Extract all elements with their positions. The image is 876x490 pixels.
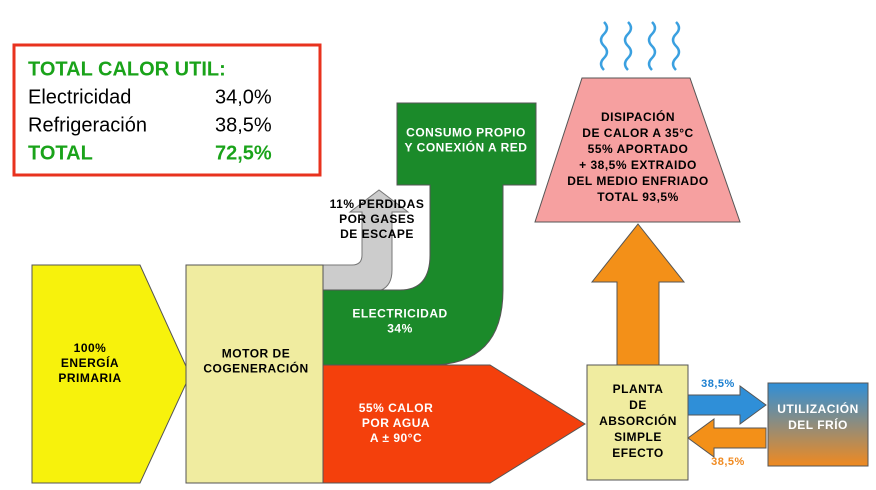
primary-label: ENERGÍA — [61, 355, 119, 370]
electricity-flow — [322, 102, 537, 366]
cold-return-arrow — [687, 418, 767, 458]
primary-label: PRIMARIA — [58, 371, 121, 385]
plant-label: ABSORCIÓN — [599, 413, 677, 428]
dissipation-label: TOTAL 93,5% — [597, 190, 679, 204]
grid-label: Y CONEXIÓN A RED — [405, 140, 528, 155]
arrow-up — [590, 223, 686, 366]
electricity-label: 34% — [387, 322, 413, 336]
plant-label: DE — [629, 398, 647, 412]
cold-label: DEL FRÍO — [788, 417, 848, 432]
grid-label: CONSUMO PROPIO — [406, 126, 526, 140]
motor-box — [185, 264, 324, 484]
primary-shape — [31, 264, 191, 484]
cold_out-label: 38,5% — [701, 378, 735, 390]
plant-label: PLANTA — [613, 382, 664, 396]
dissipation-shape — [534, 77, 741, 223]
summary-label: Refrigeración — [28, 114, 147, 136]
plant-label: SIMPLE — [614, 430, 662, 444]
steam — [599, 21, 681, 71]
dissipation-label: 55% APORTADO — [588, 142, 689, 156]
exhaust-label: DE ESCAPE — [340, 227, 414, 241]
summary-value: 72,5% — [215, 142, 272, 164]
summary-value: 34,0% — [215, 86, 272, 108]
summary-label: TOTAL — [28, 142, 93, 164]
motor-label: COGENERACIÓN — [203, 361, 308, 376]
plant-label: EFECTO — [612, 446, 663, 460]
electricity-label: ELECTRICIDAD — [352, 307, 447, 321]
plant-box — [586, 364, 689, 481]
exhaust-label: 11% PERDIDAS — [330, 197, 425, 211]
heat-label: POR AGUA — [362, 416, 430, 430]
exhaust-label: POR GASES — [339, 212, 415, 226]
summary-label: Electricidad — [28, 86, 131, 108]
summary-title: TOTAL CALOR UTIL: — [28, 58, 226, 80]
dissipation-label: DEL MEDIO ENFRIADO — [567, 174, 708, 188]
heat-label: 55% CALOR — [359, 401, 434, 415]
cold_return-label: 38,5% — [711, 456, 745, 468]
cold-label: UTILIZACIÓN — [777, 401, 859, 416]
dissipation-label: DE CALOR A 35°C — [582, 126, 693, 140]
motor-label: MOTOR DE — [222, 347, 290, 361]
cold-out-arrow — [687, 385, 767, 425]
heat-label: A ± 90°C — [370, 431, 422, 445]
dissipation-label: DISIPACIÓN — [601, 109, 675, 124]
dissipation-label: + 38,5% EXTRAIDO — [579, 158, 697, 172]
summary-value: 38,5% — [215, 114, 272, 136]
primary-label: 100% — [74, 341, 107, 355]
summary-box — [12, 43, 322, 177]
cold-box — [767, 382, 869, 467]
